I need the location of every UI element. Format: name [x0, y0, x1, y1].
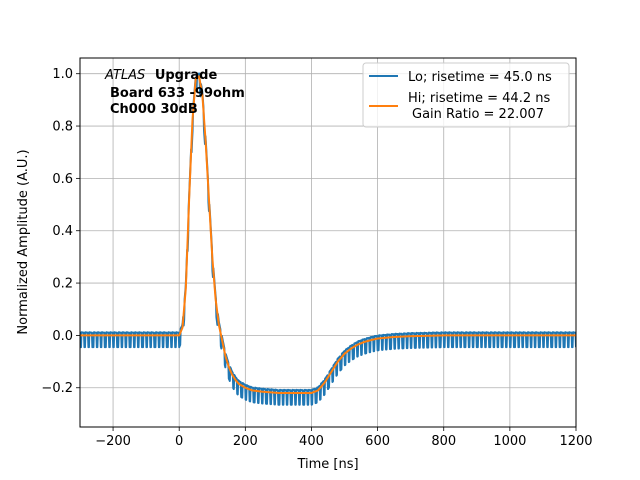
legend-box: [362, 62, 570, 128]
y-tick-label: 0.8: [52, 120, 73, 135]
legend-label-hi: Hi; risetime = 44.2 ns: [408, 91, 550, 106]
x-tick-label: −200: [95, 434, 131, 449]
y-axis-label: Normalized Amplitude (A.U.): [16, 149, 31, 334]
x-axis-label: Time [ns]: [296, 457, 358, 472]
series-line-lo: [80, 72, 576, 406]
legend-label-hi-gain: Gain Ratio = 22.007: [412, 107, 544, 122]
y-tick-label: 0.6: [52, 172, 73, 187]
series-line-hi: [80, 75, 576, 394]
legend-label-lo: Lo; risetime = 45.0 ns: [408, 70, 552, 85]
annotation-line2: Board 633 -99ohm: [110, 86, 245, 101]
x-tick-label: 1000: [493, 434, 526, 449]
x-tick-label: 1200: [559, 434, 592, 449]
annotation-line3: Ch000 30dB: [110, 102, 198, 117]
svg-text:ATLAS Upgrade: ATLAS Upgrade: [104, 68, 217, 83]
legend: Lo; risetime = 45.0 ns Hi; risetime = 44…: [362, 62, 570, 128]
x-tick-label: 0: [175, 434, 183, 449]
annotation: ATLAS Upgrade Board 633 -99ohm Ch000 30d…: [104, 68, 245, 117]
x-tick-label: 800: [431, 434, 456, 449]
x-tick-label: 400: [299, 434, 324, 449]
plot-frame: [79, 57, 577, 428]
y-axis: −0.2 0.0 0.2 0.4 0.6 0.8 1.0: [41, 67, 80, 396]
x-tick-label: 600: [365, 434, 390, 449]
y-tick-label: 0.2: [52, 277, 73, 292]
series-layer: [80, 72, 576, 406]
annotation-upgrade: Upgrade: [155, 68, 218, 83]
annotation-atlas: ATLAS: [104, 68, 145, 83]
y-tick-label: 0.0: [52, 329, 73, 344]
y-tick-label: −0.2: [41, 381, 73, 396]
y-tick-label: 0.4: [52, 224, 73, 239]
y-tick-label: 1.0: [52, 67, 73, 82]
x-tick-label: 200: [233, 434, 258, 449]
x-axis: −200 0 200 400 600 800 1000 1200: [95, 427, 593, 449]
